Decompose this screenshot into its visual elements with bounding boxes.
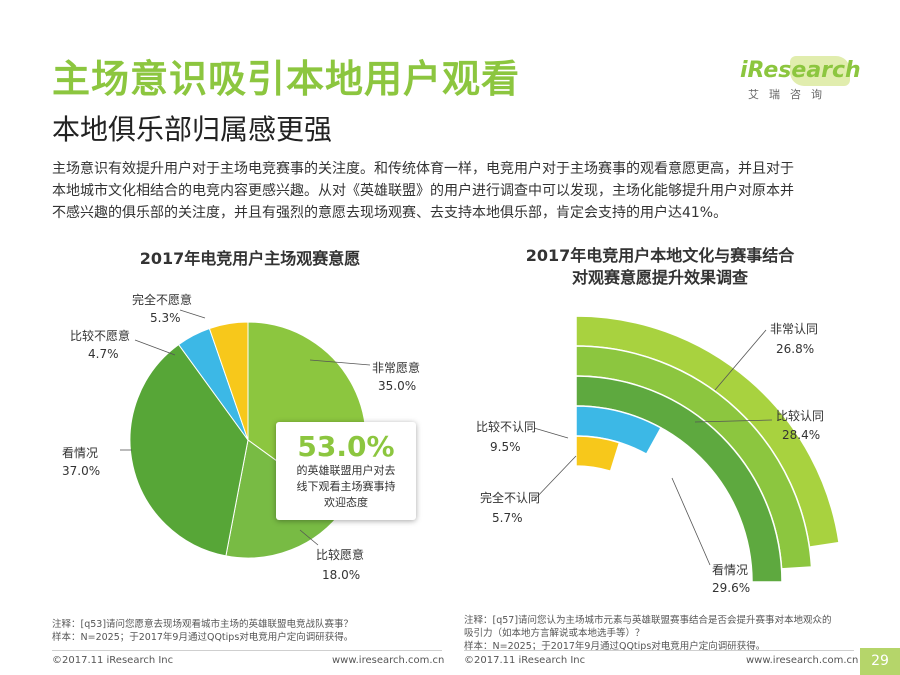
radial-chart-title: 2017年电竞用户本地文化与赛事结合 对观赛意愿提升效果调查 <box>470 245 850 289</box>
logo-wordmark: iResearch <box>740 58 861 83</box>
footer-copyright: ©2017.11 iResearch Inc <box>52 655 174 666</box>
note-line: 注释：[q53]请问您愿意去现场观看城市主场的英雄联盟电竞战队赛事？ <box>52 619 354 630</box>
right-chart-note: 注释：[q57]请问您认为主场城市元素与英雄联盟赛事结合是否会提升赛事对本地观众… <box>464 614 864 653</box>
logo-subtext: 艾瑞咨询 <box>748 88 832 101</box>
pie-label-name: 比较不愿意 <box>70 329 131 343</box>
footer-copyright: ©2017.11 iResearch Inc <box>464 655 586 666</box>
callout-value: 53.0% <box>297 430 395 463</box>
radial-label-name: 比较认同 <box>776 409 825 423</box>
page-title: 主场意识吸引本地用户观看 <box>52 57 521 101</box>
radial-label-name: 非常认同 <box>770 322 819 336</box>
page-number: 29 <box>860 648 900 675</box>
note-line: 样本：N=2025；于2017年9月通过QQtips对电竞用户定向调研获得。 <box>52 632 354 643</box>
pie-label-name: 看情况 <box>62 446 99 460</box>
footer-divider <box>464 650 854 651</box>
logo-highlight-shape <box>790 56 850 86</box>
pie-chart-title: 2017年电竞用户主场观赛意愿 <box>139 249 361 268</box>
radial-label-value: 5.7% <box>492 511 523 525</box>
radial-label-value: 9.5% <box>490 440 521 454</box>
pie-label-value: 35.0% <box>378 379 417 393</box>
intro-paragraph: 主场意识有效提升用户对于主场电竞赛事的关注度。和传统体育一样，电竞用户对于主场赛… <box>52 158 862 224</box>
callout-text-line: 欢迎态度 <box>324 496 368 509</box>
radial-bar <box>575 375 783 583</box>
radial-label-value: 28.4% <box>782 428 821 442</box>
footer-divider <box>52 650 442 651</box>
note-line: 样本：N=2025；于2017年9月通过QQtips对电竞用户定向调研获得。 <box>464 641 766 652</box>
radial-leader-line <box>533 427 569 439</box>
pie-label-value: 5.3% <box>150 311 181 325</box>
pie-label-name: 完全不愿意 <box>132 293 193 307</box>
pie-label-value: 4.7% <box>88 347 119 361</box>
note-line: 注释：[q57]请问您认为主场城市元素与英雄联盟赛事结合是否会提升赛事对本地观众… <box>464 615 832 626</box>
page-subtitle: 本地俱乐部归属感更强 <box>52 113 333 146</box>
highlight-callout: 53.0% 的英雄联盟用户对去 线下观看主场赛事持 欢迎态度 <box>276 422 416 520</box>
radial-leader-line <box>671 477 711 566</box>
pie-leader-line <box>299 529 319 546</box>
pie-label-value: 37.0% <box>62 464 101 478</box>
footer-url-link[interactable]: www.iresearch.com.cn <box>746 655 859 666</box>
pie-label-value: 18.0% <box>322 568 361 582</box>
radial-bar <box>575 435 621 473</box>
radial-label-name: 比较不认同 <box>476 420 537 434</box>
callout-text-line: 的英雄联盟用户对去 <box>296 464 396 477</box>
pie-slice <box>208 321 249 441</box>
radial-label-name: 完全不认同 <box>480 491 541 505</box>
intro-line: 主场意识有效提升用户对于主场电竞赛事的关注度。和传统体育一样，电竞用户对于主场赛… <box>52 161 794 177</box>
radial-label-name: 看情况 <box>712 563 749 577</box>
radial-leader-line <box>714 329 767 391</box>
pie-leader-line <box>309 359 371 366</box>
radial-label-value: 29.6% <box>712 581 751 595</box>
pie-leader-line <box>134 339 176 356</box>
radial-leader-line <box>694 419 773 423</box>
note-line: 吸引力（如本地方言解说或本地选手等）？ <box>464 628 645 639</box>
intro-line: 不感兴趣的俱乐部的关注度，并且有强烈的意愿去现场观赛、去支持本地俱乐部，肯定会支… <box>52 205 728 221</box>
iresearch-logo: iResearch 艾瑞咨询 <box>740 50 861 101</box>
pie-leader-line <box>179 309 206 319</box>
radial-title-line: 2017年电竞用户本地文化与赛事结合 <box>525 246 795 265</box>
footer-url-link[interactable]: www.iresearch.com.cn <box>332 655 445 666</box>
left-chart-note: 注释：[q53]请问您愿意去现场观看城市主场的英雄联盟电竞战队赛事？ 样本：N=… <box>52 618 442 644</box>
radial-label-value: 26.8% <box>776 342 815 356</box>
pie-slice <box>129 343 249 557</box>
pie-label-name: 比较愿意 <box>316 548 365 562</box>
radial-bar-chart <box>533 315 840 583</box>
radial-title-line: 对观赛意愿提升效果调查 <box>571 268 748 287</box>
callout-text-line: 线下观看主场赛事持 <box>296 480 396 493</box>
pie-label-name: 非常愿意 <box>372 361 421 375</box>
intro-line: 本地城市文化相结合的电竞内容更感兴趣。从对《英雄联盟》的用户进行调查中可以发现，… <box>52 183 794 199</box>
radial-leader-line <box>533 455 577 501</box>
